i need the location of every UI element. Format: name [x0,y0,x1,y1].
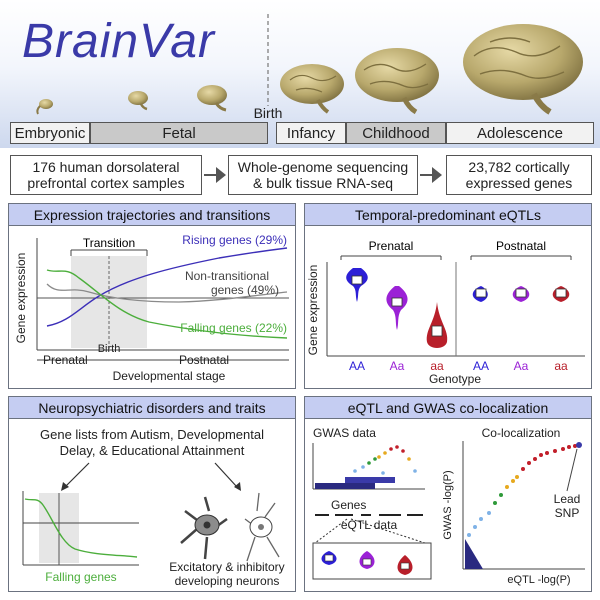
genes-label: Genes [331,498,366,512]
mini-falling-curve [24,498,138,558]
brain-illustrations: Birth [36,14,583,121]
coloc-title: eQTL and GWAS co-localization [305,397,591,419]
violin-postnatal-Aa [512,286,530,302]
arrow-2 [432,167,442,183]
falling-label: Falling genes (22%) [180,321,287,335]
stage-childhood: Childhood [346,122,446,144]
inhibitory-neuron-icon [244,492,280,562]
violin-prenatal-Aa [386,286,408,330]
rising-curve [46,247,288,327]
postnatal-label: Postnatal [496,239,546,253]
disorders-title: Neuropsychiatric disorders and traits [9,397,295,419]
neurons-line-1: Excitatory & inhibitory [169,560,284,574]
page-title: BrainVar [22,15,215,68]
brain-adolescence-icon [463,24,583,115]
eqtl-chart: Prenatal Postnatal [306,239,585,386]
falling-curve [46,269,288,339]
genotype-label-6: aa [554,359,568,373]
trajectories-chart: Transition Rising genes (29%) Non-transi… [14,233,289,383]
brain-fetal-early-icon [128,91,148,111]
birth-label: Birth [254,105,283,121]
arrow-line-2 [420,174,434,176]
coloc-panel: eQTL and GWAS co-localization GWAS data … [304,396,592,592]
trajectories-title: Expression trajectories and transitions [9,204,295,226]
falling-genes-label: Falling genes [45,570,116,584]
brain-childhood-icon [355,48,439,115]
lead-label-1: Lead [554,492,581,506]
stage-fetal: Fetal [90,122,268,144]
postnatal-label: Postnatal [179,353,229,367]
trajectories-panel: Expression trajectories and transitions … [8,203,296,389]
y-axis-title: Gene expression [14,253,28,344]
arrow-line-1 [204,174,218,176]
disorders-panel: Neuropsychiatric disorders and traits Ge… [8,396,296,592]
violin-postnatal-AA [472,286,488,302]
disorders-illustration: Gene lists from Autism, Developmental De… [22,427,285,588]
coloc-y-title: GWAS -log(P) [442,470,454,539]
rising-label: Rising genes (29%) [182,233,287,247]
neurons-line-2: developing neurons [175,574,280,588]
transition-label: Transition [83,236,135,250]
stage-infancy: Infancy [276,122,346,144]
eqtl-panel: Temporal-predominant eQTLs Prenatal Post… [304,203,592,389]
y-axis-title: Gene expression [306,265,320,356]
brain-infancy-icon [280,64,344,114]
genotype-label-3: aa [430,359,444,373]
nontransitional-label-1: Non-transitional [185,269,269,283]
development-timeline-panel: BrainVar [0,0,600,148]
genotype-label-1: AA [349,359,365,373]
eqtl-violins [321,551,413,575]
brain-fetal-late-icon [197,85,227,112]
gene-lists-line-1: Gene lists from Autism, Developmental [40,427,264,442]
prenatal-label: Prenatal [43,353,88,367]
stage-adolescence: Adolescence [446,122,594,144]
genotype-label-4: AA [473,359,489,373]
violin-postnatal-aa [552,286,570,302]
prenatal-label: Prenatal [369,239,414,253]
genes-box: 23,782 cortically expressed genes [446,155,592,195]
eqtl-label: eQTL data [341,518,398,532]
x-axis-title: Genotype [429,372,481,386]
violin-prenatal-AA [346,268,368,302]
genotype-label-5: Aa [514,359,529,373]
coloc-label: Co-localization [482,426,561,440]
nontransitional-label-2: genes (49%) [211,283,279,297]
lead-snp-pointer [566,448,578,492]
nontransitional-curve [46,283,288,303]
excitatory-neuron-icon [180,496,228,560]
coloc-x-title: eQTL -log(P) [507,574,570,586]
eqtl-title: Temporal-predominant eQTLs [305,204,591,226]
stage-embryonic: Embryonic [10,122,90,144]
arrow-right [214,462,238,488]
violin-prenatal-aa [426,302,448,348]
gwas-label: GWAS data [313,426,376,440]
arrow-1 [216,167,226,183]
coloc-illustration: GWAS data Genes eQTL data [312,426,585,586]
brain-embryonic-icon [36,99,53,115]
x-axis-title: Developmental stage [113,369,226,383]
samples-box: 176 human dorsolateral prefrontal cortex… [10,155,202,195]
birth-axis-label: Birth [98,343,121,355]
sequencing-box: Whole-genome sequencing & bulk tissue RN… [228,155,418,195]
arrow-left [64,462,90,488]
coloc-points [465,442,582,569]
gwas-points [315,445,417,489]
lead-label-2: SNP [555,506,580,520]
genotype-label-2: Aa [390,359,405,373]
gene-lists-line-2: Delay, & Educational Attainment [60,443,245,458]
